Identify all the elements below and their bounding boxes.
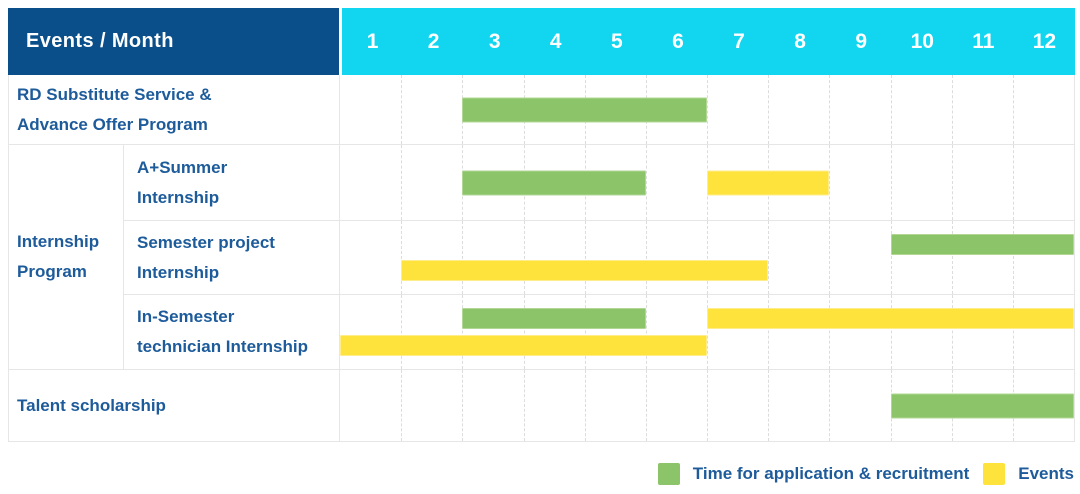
month-gridline	[645, 145, 647, 220]
gantt-row: Talent scholarship	[9, 369, 1074, 441]
subrow-label: Semester project Internship	[124, 221, 340, 294]
header-row: Events / Month 1 2 3 4 5 6 7 8 9 10 11 12	[8, 8, 1075, 75]
month-header-cell: 3	[488, 29, 501, 53]
month-gridline	[401, 75, 403, 144]
gantt-subrow: Semester project Internship	[124, 220, 1074, 294]
group-label: Internship Program	[9, 145, 124, 369]
month-header-cell: 1	[366, 29, 379, 53]
month-gridline	[707, 295, 708, 369]
gantt-row: RD Substitute Service & Advance Offer Pr…	[9, 75, 1074, 144]
month-gridline	[401, 295, 403, 369]
legend-item-event: Events	[983, 463, 1074, 485]
group-subrows: A+Summer Internship Semester project Inte…	[124, 145, 1074, 369]
month-gridline	[1012, 295, 1014, 369]
month-track	[340, 221, 1074, 294]
month-gridline	[401, 370, 403, 441]
month-gridline	[951, 295, 953, 369]
month-gridline	[890, 145, 892, 220]
month-header-cell: 5	[611, 29, 623, 53]
subrow-label: A+Summer Internship	[124, 145, 340, 220]
month-header-cell: 10	[910, 29, 934, 53]
gantt-bar-event	[401, 260, 769, 281]
month-gridline	[890, 221, 892, 294]
month-gridline	[829, 295, 831, 369]
month-gridline	[523, 370, 525, 441]
month-gridline	[707, 75, 708, 144]
month-gridline	[523, 295, 525, 369]
month-gridline	[401, 145, 403, 220]
month-gridline	[890, 75, 892, 144]
month-gridline	[951, 75, 953, 144]
month-gridline	[523, 221, 525, 294]
month-header-cell: 7	[733, 29, 745, 53]
month-gridline	[707, 370, 708, 441]
month-header-cell: 6	[672, 29, 684, 53]
month-gridline	[951, 221, 953, 294]
gantt-subrow: In-Semester technician Internship	[124, 294, 1074, 369]
month-header-band: 1 2 3 4 5 6 7 8 9 10 11 12	[342, 8, 1075, 75]
legend-label-event: Events	[1018, 464, 1074, 483]
legend-swatch-application	[657, 463, 680, 485]
month-gridline	[768, 295, 770, 369]
row-label: RD Substitute Service & Advance Offer Pr…	[9, 75, 340, 144]
month-gridline	[1012, 75, 1014, 144]
gantt-body: RD Substitute Service & Advance Offer Pr…	[8, 75, 1075, 442]
legend-swatch-event	[983, 463, 1006, 485]
legend: Time for application & recruitment Events	[657, 462, 1074, 486]
gantt-bar-application	[890, 234, 1074, 255]
month-gridline	[890, 295, 892, 369]
gantt-bar-event	[340, 335, 707, 356]
month-track	[340, 145, 1074, 220]
month-gridline	[951, 145, 953, 220]
month-gridline	[829, 221, 831, 294]
month-header-cell: 11	[972, 29, 995, 53]
month-gridline	[645, 370, 647, 441]
month-gridline	[584, 221, 586, 294]
month-gridline	[707, 221, 708, 294]
month-gridline	[768, 221, 770, 294]
month-gridline	[584, 295, 586, 369]
month-header-cell: 2	[427, 29, 440, 53]
gantt-bar-application	[890, 393, 1074, 418]
month-gridline	[462, 295, 464, 369]
legend-label-application: Time for application & recruitment	[692, 464, 970, 483]
gantt-bar-application	[462, 308, 646, 329]
gantt-table: Events / Month 1 2 3 4 5 6 7 8 9 10 11 12 RD Substi…	[8, 8, 1075, 442]
month-header-cell: 8	[794, 29, 806, 53]
month-gridline	[829, 145, 831, 220]
month-gridline	[645, 295, 647, 369]
gantt-bar-application	[462, 97, 707, 122]
gantt-subrow: A+Summer Internship	[124, 145, 1074, 220]
month-gridline	[829, 75, 831, 144]
month-header-cell: 12	[1032, 29, 1057, 53]
row-label: Talent scholarship	[9, 370, 340, 441]
events-month-header-cell: Events / Month	[8, 8, 339, 75]
gantt-bar-application	[462, 170, 646, 195]
month-header-cell: 4	[549, 29, 562, 53]
month-gridline	[462, 370, 464, 441]
subrow-label: In-Semester technician Internship	[124, 295, 340, 369]
month-gridline	[1012, 145, 1014, 220]
month-gridline	[584, 370, 586, 441]
month-gridline	[768, 75, 770, 144]
month-gridline	[829, 370, 831, 441]
month-gridline	[401, 221, 403, 294]
month-gridline	[645, 221, 647, 294]
month-track	[340, 295, 1074, 369]
legend-item-application: Time for application & recruitment	[657, 463, 970, 485]
gantt-bar-event	[707, 170, 830, 195]
gantt-bar-event	[707, 308, 1074, 329]
month-gridline	[462, 221, 464, 294]
month-track	[340, 75, 1074, 144]
month-header-cell: 9	[855, 29, 867, 53]
month-track	[340, 370, 1074, 441]
month-gridline	[1012, 221, 1014, 294]
gantt-group-row: Internship Program A+Summer Internship Sem…	[9, 144, 1074, 369]
month-gridline	[768, 370, 770, 441]
